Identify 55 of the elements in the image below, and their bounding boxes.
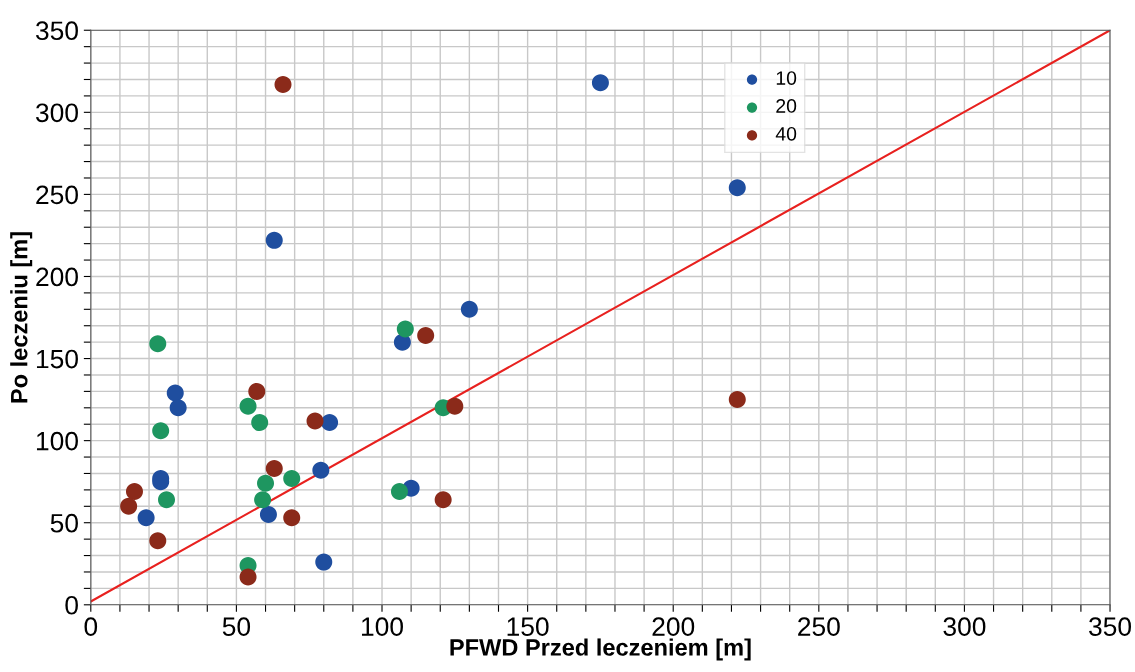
x-tick-label: 100 — [362, 617, 403, 636]
x-tick-label: 250 — [798, 617, 840, 636]
y-tick-label: 250 — [36, 185, 78, 205]
x-axis-title: PFWD Przed leczeniem [m] — [450, 638, 751, 661]
point — [137, 509, 155, 527]
point — [169, 399, 187, 417]
point — [446, 397, 464, 415]
point — [434, 491, 452, 509]
y-axis-title: Po leczeniu [m] — [10, 232, 33, 403]
point — [396, 320, 414, 338]
point — [239, 568, 257, 586]
point — [248, 382, 266, 400]
point — [158, 491, 176, 509]
point — [149, 335, 167, 353]
x-tick-label: 150 — [507, 617, 549, 636]
point — [125, 483, 143, 501]
point — [417, 327, 435, 345]
point — [274, 75, 292, 93]
y-tick-label: 350 — [35, 21, 78, 41]
x-tick-label: 200 — [652, 617, 695, 636]
y-tick-label: 100 — [36, 431, 78, 451]
y-tick-label: 300 — [35, 103, 78, 123]
point — [259, 506, 277, 524]
point — [306, 412, 324, 430]
point — [166, 384, 184, 402]
y-tick-label: 50 — [50, 513, 78, 533]
x-tick-label: 50 — [222, 617, 251, 636]
point — [152, 422, 170, 440]
point — [283, 509, 301, 527]
x-tick-label: 0 — [84, 617, 98, 636]
point — [265, 231, 283, 249]
y-tick-label: 150 — [36, 349, 78, 369]
y-tick-label: 0 — [65, 595, 78, 615]
x-tick-label: 350 — [1089, 617, 1132, 636]
point — [283, 469, 301, 487]
point — [591, 74, 609, 92]
x-tick-label: 300 — [943, 617, 986, 636]
point — [149, 532, 167, 550]
point — [120, 497, 138, 515]
legend-label: 20 — [776, 99, 797, 113]
point — [254, 491, 272, 509]
point — [312, 461, 330, 479]
point — [728, 391, 746, 409]
point — [315, 553, 333, 571]
point — [728, 179, 746, 197]
point — [265, 460, 283, 478]
legend-label: 40 — [775, 126, 797, 141]
point — [390, 483, 408, 501]
y-tick-label: 200 — [36, 267, 78, 287]
point — [257, 474, 275, 492]
legend-label: 10 — [776, 71, 797, 85]
point — [251, 414, 269, 432]
point — [239, 397, 257, 415]
point — [321, 414, 339, 432]
point — [460, 300, 478, 318]
